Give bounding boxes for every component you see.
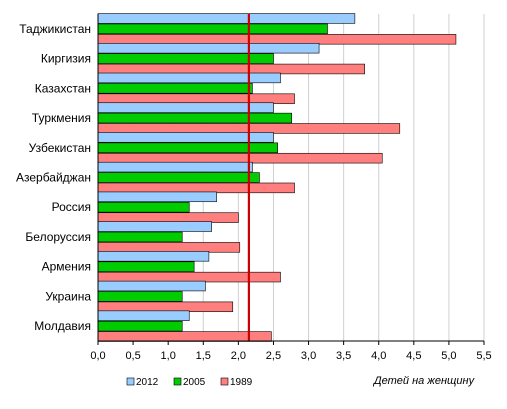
bar-2005-9[interactable]	[97, 261, 195, 272]
x-tick-label: 3,0	[301, 350, 316, 362]
legend-label-2012: 2012	[136, 377, 159, 388]
x-tick-label: 5,0	[441, 350, 456, 362]
category-label: Армения	[42, 260, 91, 274]
x-tick-label: 0,0	[90, 350, 105, 362]
x-tick-label: 5,5	[476, 350, 491, 362]
bar-2005-10[interactable]	[97, 291, 183, 302]
category-label: Молдавия	[34, 319, 91, 333]
bar-2005-7[interactable]	[97, 202, 190, 213]
legend-swatch-2012	[126, 377, 135, 386]
category-label: Украина	[45, 289, 91, 303]
bar-1989-11[interactable]	[97, 331, 272, 342]
bar-2012-6[interactable]	[97, 161, 253, 173]
category-label: Белоруссия	[25, 230, 91, 244]
bar-2012-9[interactable]	[97, 251, 210, 262]
x-tick-label: 2,0	[231, 350, 246, 362]
category-label: Казахстан	[35, 81, 91, 95]
legend-label-2005: 2005	[183, 377, 206, 388]
bar-2012-10[interactable]	[97, 280, 206, 292]
bar-1989-5[interactable]	[97, 152, 383, 164]
bar-1989-1[interactable]	[97, 34, 457, 45]
bar-2012-5[interactable]	[97, 132, 274, 143]
bar-2005-11[interactable]	[97, 320, 183, 332]
bar-1989-8[interactable]	[97, 242, 241, 253]
bar-2005-4[interactable]	[97, 112, 292, 124]
x-tick-label: 1,5	[196, 350, 211, 362]
bar-2012-1[interactable]	[97, 13, 356, 24]
legend-label-1989: 1989	[230, 377, 253, 388]
category-label: Киргизия	[41, 52, 91, 66]
bar-2012-2[interactable]	[97, 42, 320, 54]
bar-2005-6[interactable]	[97, 172, 260, 183]
bar-2005-1[interactable]	[97, 23, 328, 35]
x-axis-title: Детей на женщину	[372, 375, 476, 387]
category-label: Азербайджан	[16, 171, 91, 185]
x-tick-label: 3,5	[336, 350, 351, 362]
x-tick-label: 4,0	[371, 350, 386, 362]
category-label: Таджикистан	[19, 22, 91, 36]
x-tick-label: 2,5	[266, 350, 281, 362]
x-tick-label: 0,5	[125, 350, 140, 362]
category-label: Туркмения	[32, 111, 91, 125]
legend-swatch-2005	[173, 377, 182, 386]
legend-swatch-1989	[220, 377, 229, 386]
bar-2012-11[interactable]	[97, 310, 190, 321]
bar-1989-2[interactable]	[97, 63, 365, 75]
bar-2012-4[interactable]	[97, 102, 274, 113]
bar-2005-8[interactable]	[97, 231, 183, 243]
bar-2012-3[interactable]	[97, 72, 281, 84]
category-label: Узбекистан	[29, 141, 91, 155]
x-tick-label: 4,5	[406, 350, 421, 362]
bar-2012-7[interactable]	[97, 191, 217, 203]
bar-1989-9[interactable]	[97, 271, 281, 283]
bar-1989-3[interactable]	[97, 93, 295, 104]
category-label: Россия	[52, 200, 91, 214]
bar-2012-8[interactable]	[97, 221, 212, 232]
bar-2005-5[interactable]	[97, 142, 278, 153]
bar-1989-6[interactable]	[97, 182, 295, 194]
bar-1989-10[interactable]	[97, 301, 234, 313]
bar-1989-7[interactable]	[97, 212, 239, 223]
bar-2005-3[interactable]	[97, 83, 253, 94]
bar-2005-2[interactable]	[97, 53, 274, 64]
x-tick-label: 1,0	[161, 350, 176, 362]
